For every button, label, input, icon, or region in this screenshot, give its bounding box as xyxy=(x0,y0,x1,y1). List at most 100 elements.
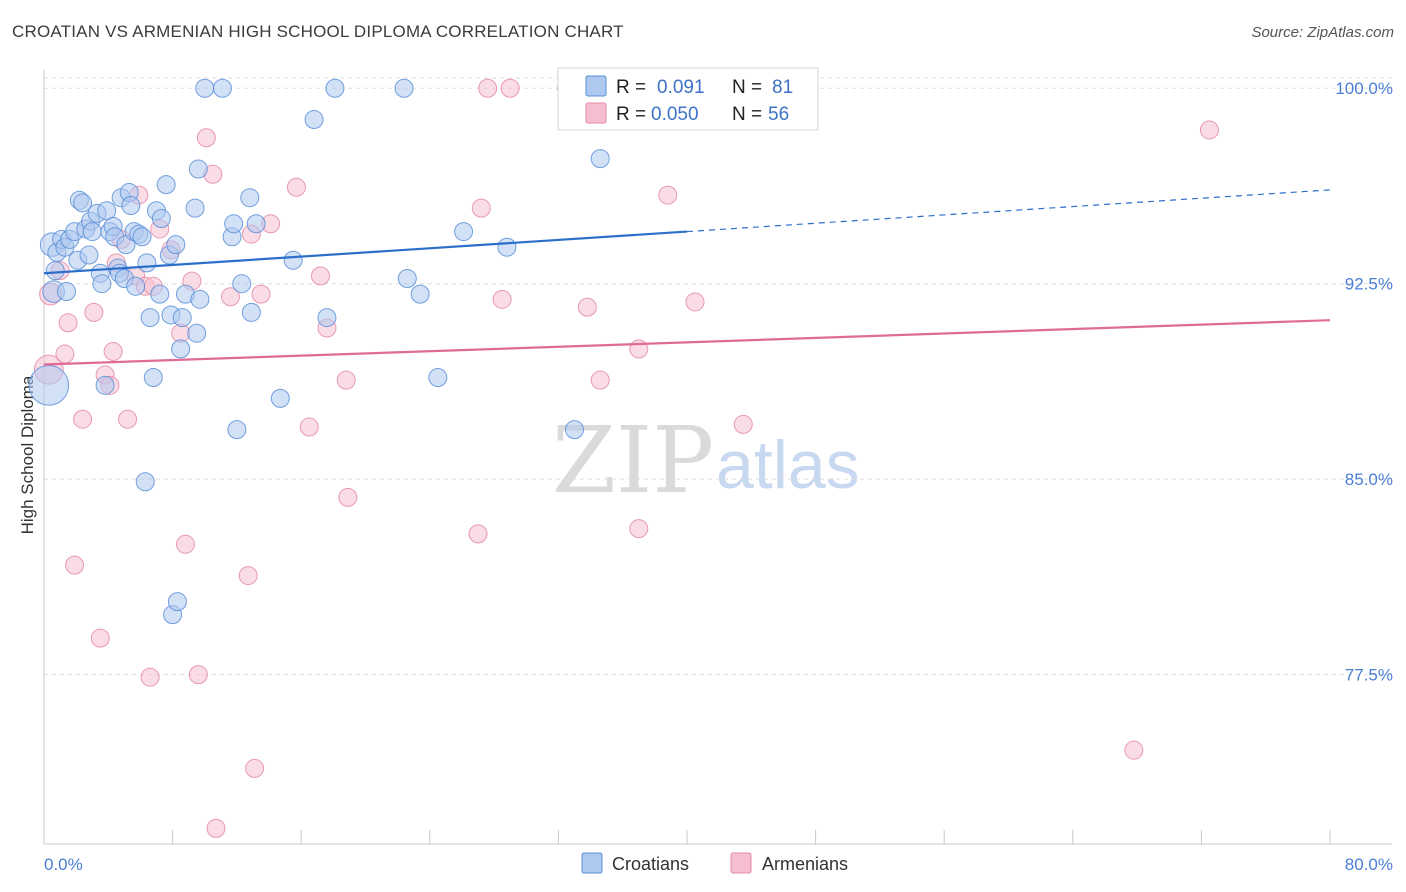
armenian-point xyxy=(478,78,498,98)
armenian-point xyxy=(251,284,271,304)
croatian-point xyxy=(394,78,414,98)
croatian-r-label: R = xyxy=(616,77,646,98)
croatian-point xyxy=(135,472,155,492)
armenian-point xyxy=(590,370,610,390)
armenian-trend-line xyxy=(43,319,1331,366)
croatian-point xyxy=(79,245,99,265)
croatian-point xyxy=(497,237,517,257)
croatian-point xyxy=(167,592,187,612)
croatian-point xyxy=(82,222,102,242)
armenian-point xyxy=(58,313,78,333)
armenian-point xyxy=(577,297,597,317)
armenian-point xyxy=(245,758,265,778)
croatian-point xyxy=(185,198,205,218)
armenian-point xyxy=(206,818,226,838)
armenian-point xyxy=(629,519,649,539)
croatian-point xyxy=(171,339,191,359)
y-axis-tick-labels: 100.0% 92.5% 85.0% 77.5% xyxy=(1335,79,1393,684)
croatian-point xyxy=(428,368,448,388)
armenian-point xyxy=(658,185,678,205)
armenian-point xyxy=(629,339,649,359)
croatian-point xyxy=(187,323,207,343)
stats-legend: R = 0.091 N = 81 R = 0.050 N = 56 xyxy=(557,67,819,131)
armenian-point xyxy=(336,370,356,390)
armenian-point xyxy=(220,287,240,307)
croatian-point xyxy=(156,175,176,195)
armenian-point xyxy=(338,487,358,507)
croatian-point xyxy=(137,253,157,273)
armenian-point xyxy=(685,292,705,312)
legend-armenians-label: Armenians xyxy=(762,854,848,874)
gridlines xyxy=(44,77,1392,676)
croatian-point xyxy=(166,235,186,255)
croatian-points xyxy=(28,78,634,625)
armenian-swatch xyxy=(585,102,607,124)
armenian-point xyxy=(84,302,104,322)
armenian-point xyxy=(299,417,319,437)
croatian-trend-line xyxy=(43,230,688,275)
armenian-point xyxy=(103,341,123,361)
croatian-point xyxy=(195,78,215,98)
croatian-point xyxy=(92,274,112,294)
legend-croatians-label: Croatians xyxy=(612,854,689,874)
croatian-point xyxy=(121,196,141,216)
croatian-point xyxy=(95,375,115,395)
croatian-point xyxy=(172,308,192,328)
legend-armenians-swatch xyxy=(730,852,752,874)
croatian-point xyxy=(227,420,247,440)
croatian-point xyxy=(126,276,146,296)
croatian-point xyxy=(304,110,324,130)
y-tick-label: 100.0% xyxy=(1335,79,1393,98)
croatian-point xyxy=(410,284,430,304)
y-axis-title: High School Diploma xyxy=(18,375,37,534)
watermark: ZIP atlas xyxy=(552,407,860,514)
croatian-n-value: 81 xyxy=(772,77,793,98)
x-tick-label-min: 0.0% xyxy=(44,855,83,874)
croatian-point xyxy=(143,368,163,388)
armenian-point xyxy=(1124,740,1144,760)
armenian-point xyxy=(492,289,512,309)
croatian-point xyxy=(45,261,65,281)
armenian-point xyxy=(468,524,488,544)
armenian-point xyxy=(500,78,520,98)
croatian-point xyxy=(325,78,345,98)
croatian-point xyxy=(224,214,244,234)
x-tick-label-max: 80.0% xyxy=(1345,855,1393,874)
armenian-point xyxy=(471,198,491,218)
armenian-point xyxy=(175,534,195,554)
trend-lines xyxy=(43,189,1331,366)
croatian-point xyxy=(454,222,474,242)
armenian-point xyxy=(65,555,85,575)
armenian-point xyxy=(310,266,330,286)
croatian-trend-extrapolation xyxy=(686,189,1331,233)
armenian-n-value: 56 xyxy=(768,104,789,125)
croatian-point xyxy=(57,282,77,302)
croatian-point xyxy=(28,365,70,406)
source-credit: Source: ZipAtlas.com xyxy=(1251,24,1394,41)
croatian-r-value: 0.091 xyxy=(657,77,705,98)
armenian-point xyxy=(733,414,753,434)
croatian-point xyxy=(140,308,160,328)
croatian-point xyxy=(190,289,210,309)
croatian-point xyxy=(397,268,417,288)
croatian-point xyxy=(270,388,290,408)
croatian-point xyxy=(73,193,93,213)
armenian-r-value: 0.050 xyxy=(651,104,699,125)
y-tick-label: 92.5% xyxy=(1345,275,1393,294)
series-legend: Croatians Armenians xyxy=(581,852,848,874)
y-tick-label: 77.5% xyxy=(1345,666,1393,685)
croatian-point xyxy=(317,308,337,328)
armenian-point xyxy=(188,665,208,685)
armenian-point xyxy=(238,566,258,586)
croatian-point xyxy=(232,274,252,294)
croatian-point xyxy=(246,214,266,234)
croatian-point xyxy=(590,149,610,169)
armenian-point xyxy=(73,409,93,429)
croatian-point xyxy=(283,250,303,270)
croatian-point xyxy=(564,420,584,440)
armenian-point xyxy=(140,667,160,687)
watermark-atlas: atlas xyxy=(716,427,860,503)
armenian-point xyxy=(1199,120,1219,140)
armenian-point xyxy=(286,177,306,197)
